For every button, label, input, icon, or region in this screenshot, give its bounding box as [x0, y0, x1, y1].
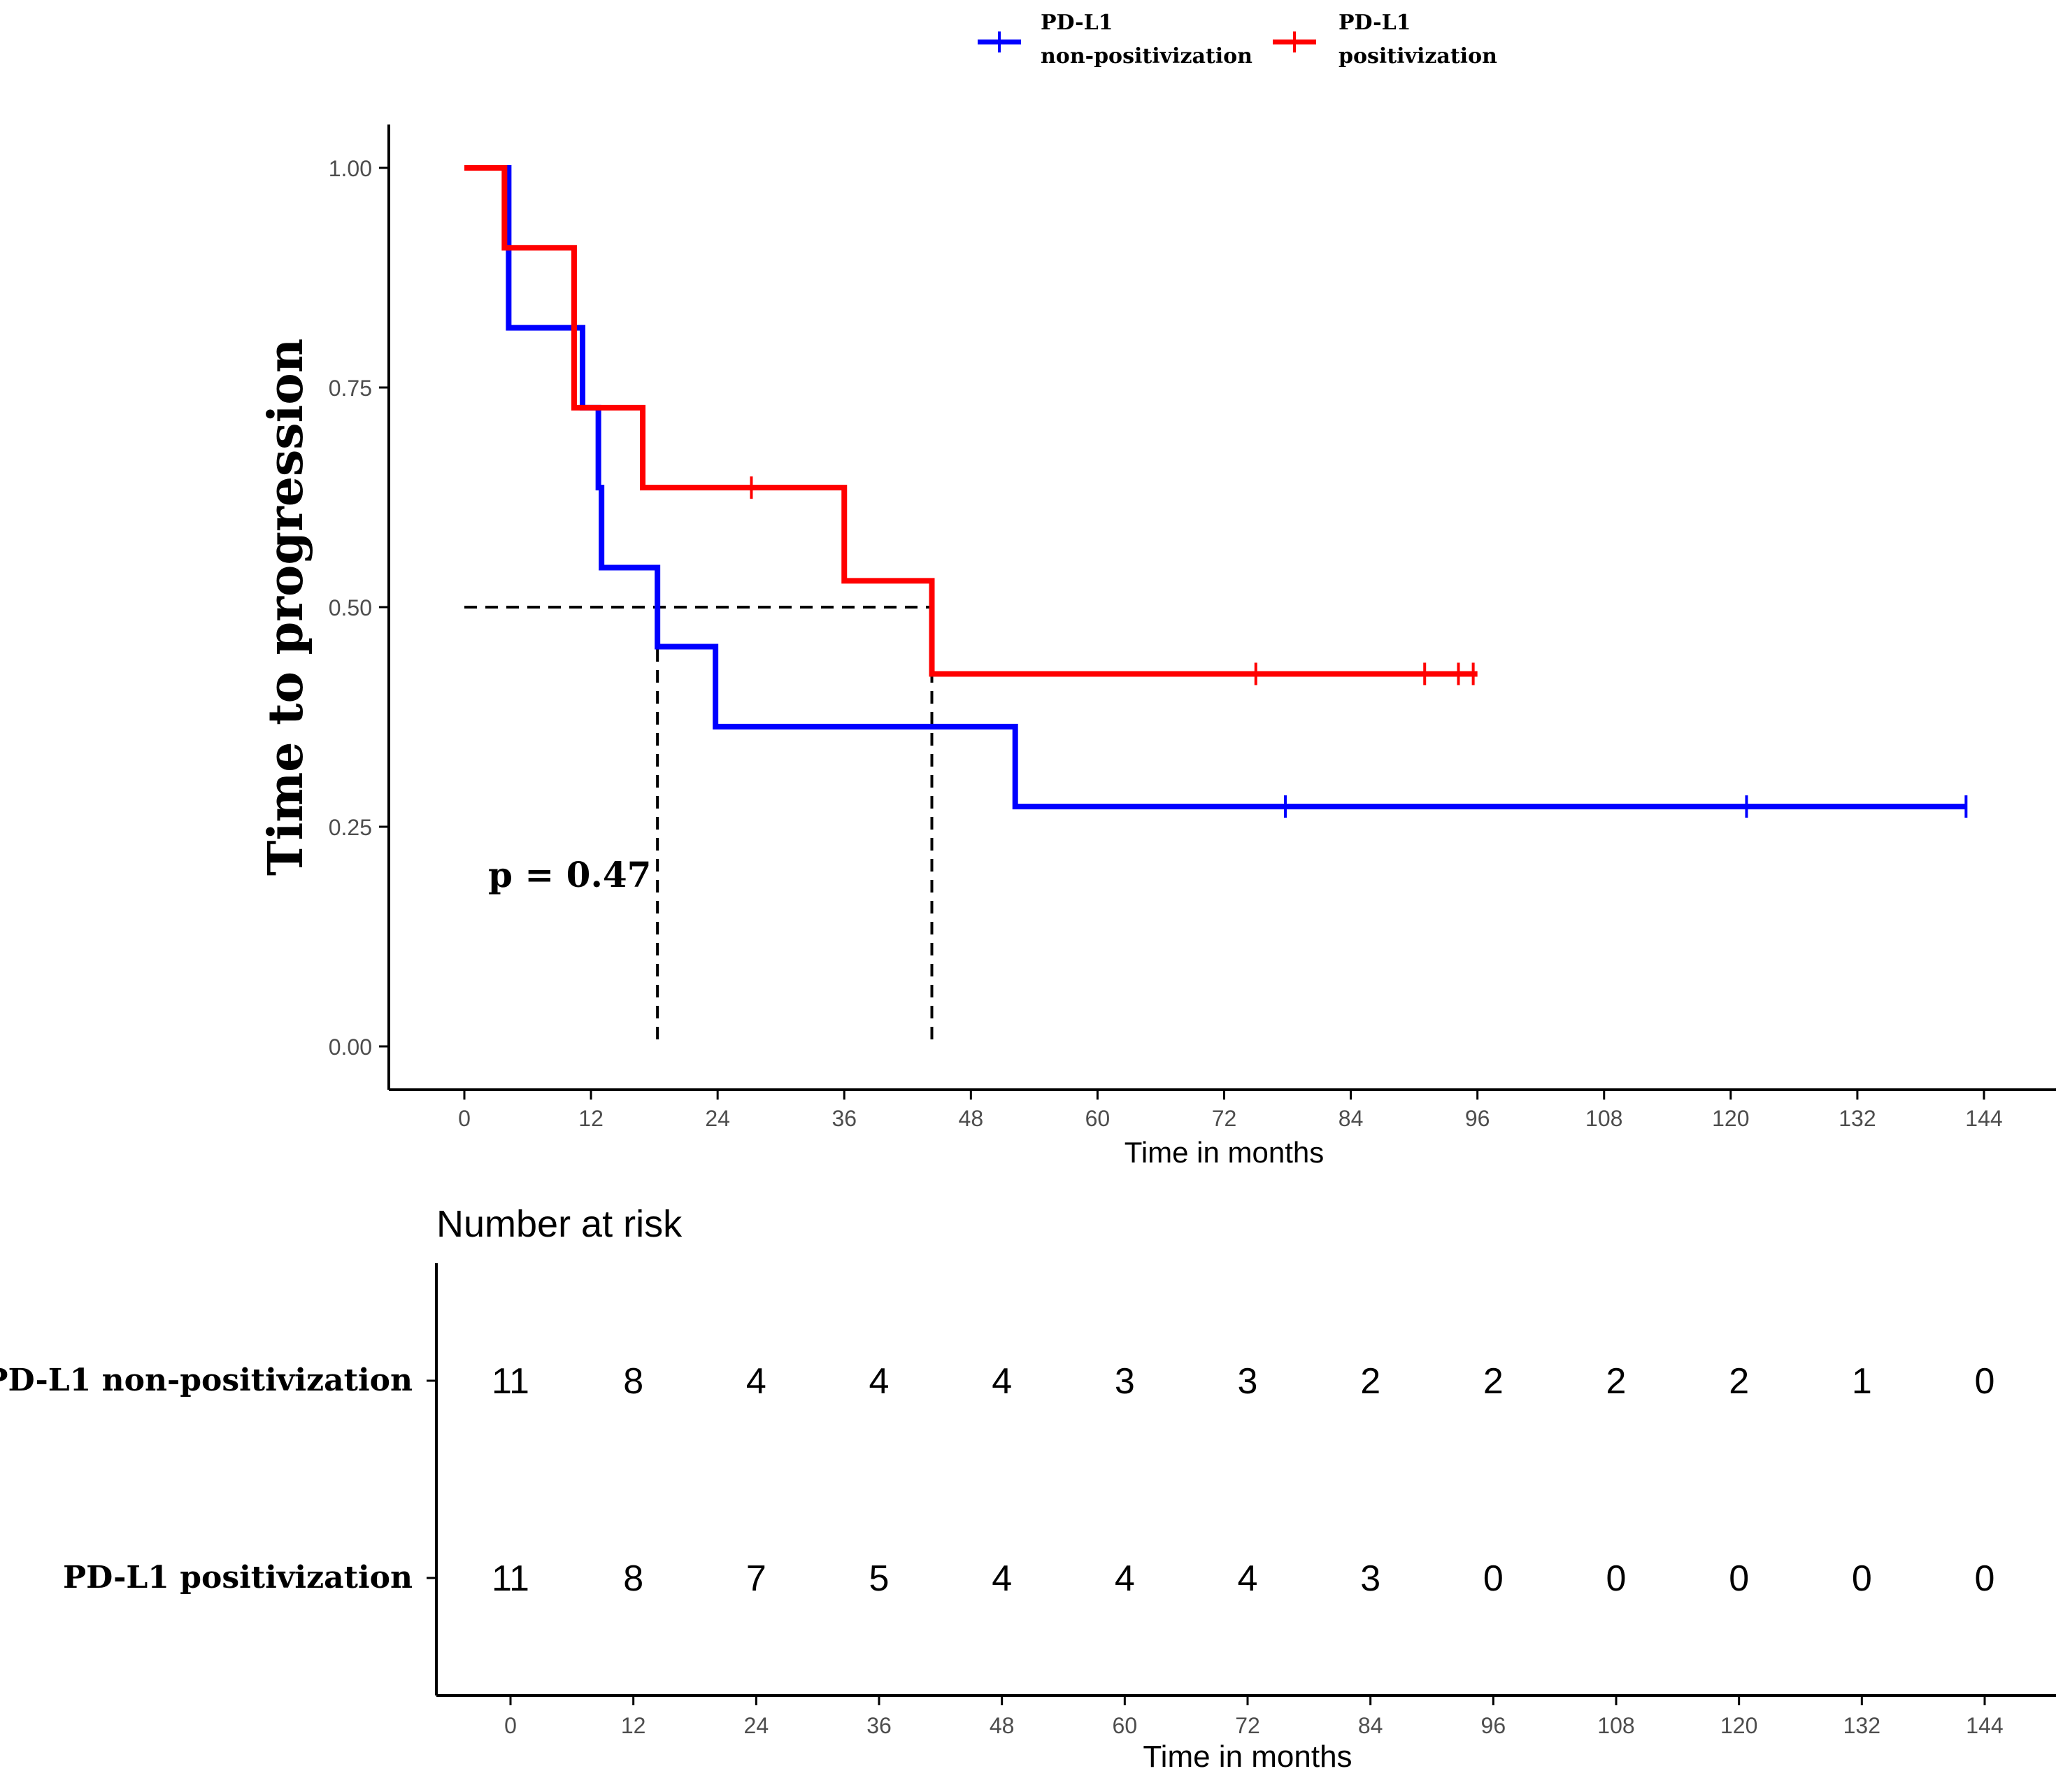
x-tick-label: 60 — [1085, 1106, 1111, 1131]
y-tick-label: 0.50 — [329, 595, 372, 620]
x-tick-label: 132 — [1839, 1106, 1876, 1131]
risk-count: 0 — [1606, 1558, 1627, 1599]
risk-x-tick-label: 144 — [1966, 1713, 2003, 1738]
risk-count: 11 — [492, 1361, 529, 1402]
x-tick-label: 108 — [1585, 1106, 1622, 1131]
risk-count: 0 — [1852, 1558, 1872, 1599]
legend-item: PD-L1 positivization — [1273, 10, 1497, 69]
risk-count: 0 — [1975, 1558, 1995, 1599]
x-tick-label: 72 — [1212, 1106, 1237, 1131]
legend-item: PD-L1 non-positivization — [978, 10, 1252, 69]
x-tick-label: 48 — [959, 1106, 984, 1131]
risk-x-tick-label: 84 — [1358, 1713, 1383, 1738]
km-series — [464, 165, 1478, 685]
km-curve — [464, 165, 1966, 810]
km-curve — [464, 165, 1478, 677]
risk-x-tick-label: 132 — [1843, 1713, 1880, 1738]
risk-x-tick-label: 96 — [1481, 1713, 1506, 1738]
risk-x-tick-label: 60 — [1113, 1713, 1138, 1738]
legend-label-line1: PD-L1 — [1041, 10, 1113, 35]
risk-count: 4 — [869, 1361, 890, 1402]
y-tick-label: 0.25 — [329, 815, 372, 840]
x-tick-label: 12 — [578, 1106, 604, 1131]
risk-x-tick-label: 24 — [744, 1713, 769, 1738]
risk-x-tick-label: 48 — [990, 1713, 1015, 1738]
risk-count: 5 — [869, 1558, 890, 1599]
risk-x-tick-label: 108 — [1597, 1713, 1634, 1738]
y-tick-label: 0.75 — [329, 376, 372, 401]
risk-x-tick-label: 120 — [1720, 1713, 1757, 1738]
x-tick-label: 120 — [1712, 1106, 1749, 1131]
risk-count: 4 — [1238, 1558, 1258, 1599]
risk-count: 4 — [992, 1361, 1012, 1402]
km-series — [464, 165, 1968, 818]
x-tick-label: 36 — [831, 1106, 857, 1131]
risk-count: 11 — [492, 1558, 529, 1599]
km-plot: 0.00 0.25 0.50 0.75 1.00 0 12 24 36 48 60 72 84 96 108… — [258, 125, 2056, 1169]
risk-count: 4 — [992, 1558, 1012, 1599]
risk-row-label: PD-L1 positivization — [63, 1560, 413, 1595]
legend-label-line1: PD-L1 — [1339, 10, 1411, 35]
risk-count: 0 — [1975, 1361, 1995, 1402]
risk-count: 3 — [1115, 1361, 1135, 1402]
risk-count: 4 — [746, 1361, 766, 1402]
x-tick-label: 96 — [1465, 1106, 1490, 1131]
risk-count: 8 — [623, 1558, 643, 1599]
risk-count: 2 — [1360, 1361, 1380, 1402]
x-tick-label: 144 — [1965, 1106, 2002, 1131]
risk-count: 0 — [1483, 1558, 1504, 1599]
risk-row-label: PD-L1 non-positivization — [0, 1363, 413, 1398]
x-axis-label: Time in months — [1125, 1136, 1325, 1169]
y-tick-label: 0.00 — [329, 1034, 372, 1060]
legend: PD-L1 non-positivization PD-L1 positivizati… — [978, 10, 1497, 69]
risk-count: 3 — [1360, 1558, 1380, 1599]
risk-count: 2 — [1729, 1361, 1749, 1402]
risk-x-tick-label: 36 — [866, 1713, 892, 1738]
legend-label-line2: non-positivization — [1041, 44, 1252, 69]
y-axis-label: Time to progression — [258, 339, 314, 876]
risk-x-tick-label: 0 — [504, 1713, 517, 1738]
x-tick-label: 24 — [705, 1106, 730, 1131]
risk-count: 0 — [1729, 1558, 1749, 1599]
p-value-annotation: p = 0.47 — [488, 854, 651, 895]
x-tick-label: 84 — [1339, 1106, 1364, 1131]
x-tick-label: 0 — [458, 1106, 471, 1131]
risk-x-tick-label: 12 — [621, 1713, 646, 1738]
risk-count: 4 — [1115, 1558, 1135, 1599]
legend-label-line2: positivization — [1339, 44, 1497, 69]
risk-count: 2 — [1483, 1361, 1504, 1402]
risk-count: 3 — [1238, 1361, 1258, 1402]
risk-count: 8 — [623, 1361, 643, 1402]
risk-table-title: Number at risk — [436, 1203, 683, 1245]
y-tick-label: 1.00 — [329, 156, 372, 181]
risk-count: 7 — [746, 1558, 766, 1599]
risk-x-tick-label: 72 — [1235, 1713, 1260, 1738]
risk-count: 2 — [1606, 1361, 1627, 1402]
risk-x-axis-label: Time in months — [1143, 1740, 1352, 1774]
risk-count: 1 — [1852, 1361, 1872, 1402]
